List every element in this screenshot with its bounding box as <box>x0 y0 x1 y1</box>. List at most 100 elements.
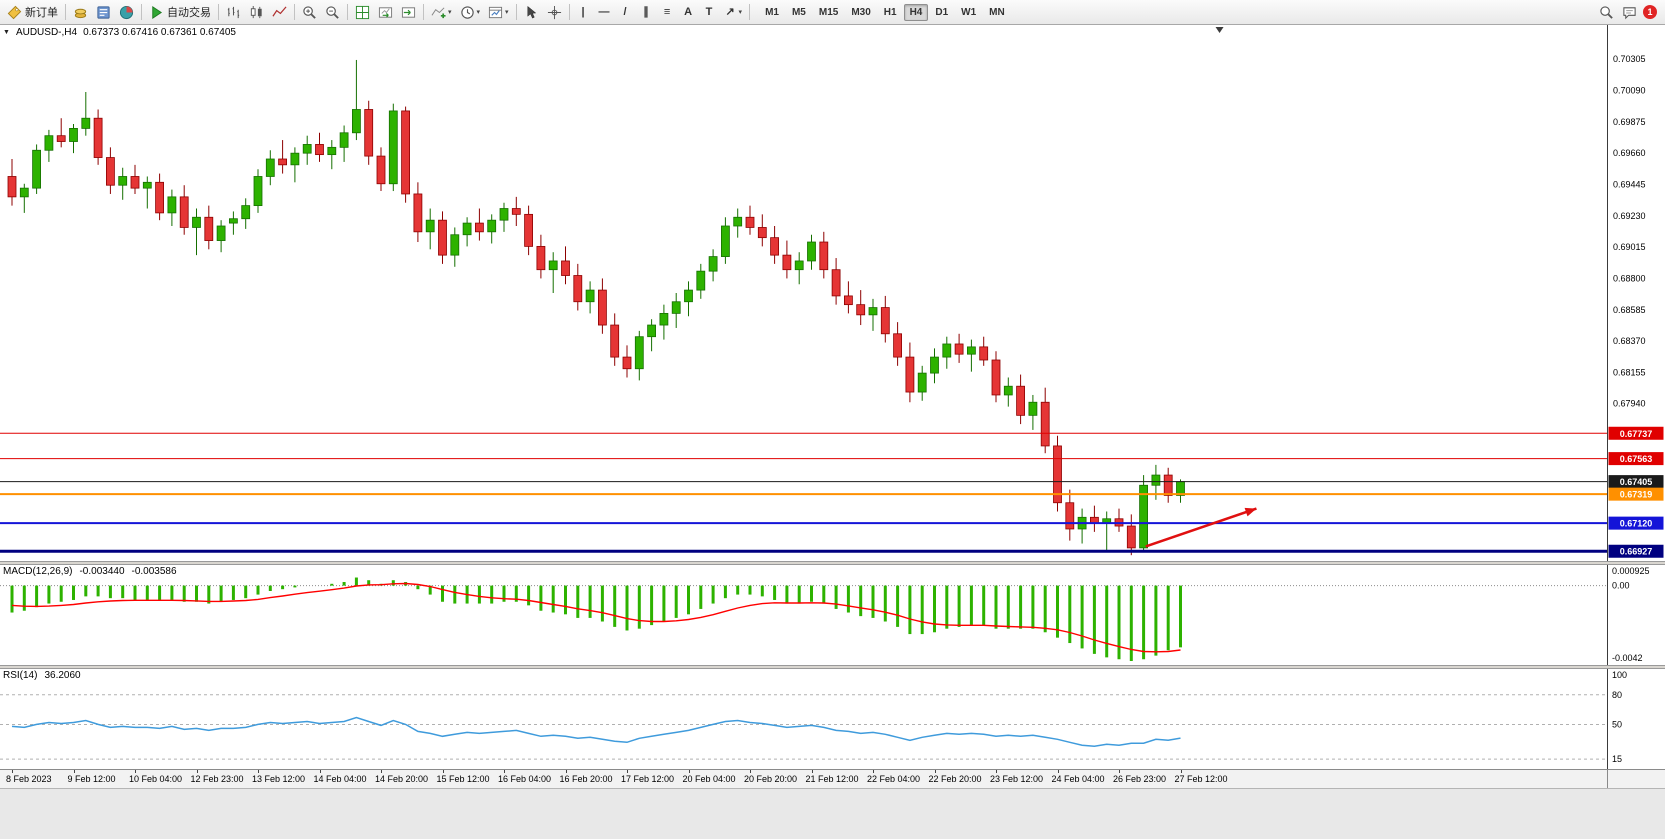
trendline-button[interactable]: / <box>615 1 636 23</box>
new-order-button[interactable]: 新订单 <box>3 1 62 23</box>
crosshair-icon <box>547 5 562 20</box>
rsi-axis: 100 80 50 15 <box>1608 669 1665 769</box>
vertical-line-button[interactable]: | <box>573 1 594 23</box>
indicators-button[interactable]: ▾ <box>427 1 456 23</box>
macd-panel[interactable]: MACD(12,26,9) -0.003440 -0.003586 <box>0 565 1608 665</box>
chat-button[interactable] <box>1618 1 1641 23</box>
fibonacci-icon: ≡ <box>663 5 671 18</box>
timeframe-button-m1[interactable]: M1 <box>765 6 779 18</box>
timeframe-button-mn[interactable]: MN <box>989 6 1005 18</box>
time-axis-tick <box>934 770 936 773</box>
price-line-label <box>1608 487 1664 501</box>
new-order-icon <box>7 5 22 20</box>
tile-windows-button[interactable] <box>351 1 374 23</box>
time-axis-tick <box>442 770 444 773</box>
macd-signal-value: -0.003586 <box>131 566 177 577</box>
chart-shift-icon <box>401 5 416 20</box>
market-watch-button[interactable] <box>92 1 115 23</box>
timeframe-button-h1[interactable]: H1 <box>883 6 897 18</box>
zoom-out-button[interactable] <box>321 1 344 23</box>
timeframe-button-d1[interactable]: D1 <box>935 6 949 18</box>
templates-button[interactable]: ▾ <box>484 1 513 23</box>
toolbar-separator <box>568 4 570 20</box>
crosshair-button[interactable] <box>543 1 566 23</box>
window-bottom-area <box>0 788 1665 839</box>
price-axis-tick: 0.69015 <box>1613 242 1646 252</box>
timeframe-button-m30[interactable]: M30 <box>851 6 871 18</box>
quote-list-icon <box>96 5 111 20</box>
toolbar-separator <box>294 4 295 20</box>
text-label-button[interactable]: T <box>699 1 720 23</box>
auto-scroll-icon <box>378 5 393 20</box>
candlestick-chart-button[interactable] <box>245 1 268 23</box>
time-axis-tick <box>873 770 874 773</box>
time-label: 10 Feb 04:00 <box>129 774 183 784</box>
candlestick-chart-icon <box>249 5 264 20</box>
timeframe-button-m15[interactable]: M15 <box>818 6 839 18</box>
axis-corner <box>1607 770 1665 788</box>
rsi-line <box>11 716 1181 747</box>
time-label: 24 Feb 04:00 <box>1051 774 1105 784</box>
notification-badge[interactable]: 1 <box>1643 5 1657 19</box>
price-axis[interactable]: 0.70305 0.70090 0.69875 0.69660 0.69445 0.692… <box>1608 25 1665 561</box>
text-button[interactable]: A <box>678 1 699 23</box>
time-axis-tick <box>12 770 13 773</box>
toolbar-separator <box>218 4 219 20</box>
macd-axis-label: 0.00 <box>1612 581 1630 591</box>
text-label-icon: T <box>705 5 713 18</box>
community-icon <box>119 5 134 20</box>
one-click-trading-toggle[interactable]: ▼ <box>3 29 10 36</box>
time-axis-tick <box>1180 770 1182 773</box>
price-line-label <box>1608 544 1664 558</box>
price-axis-tick: 0.69230 <box>1613 211 1646 221</box>
timeframe-button-w1[interactable]: W1 <box>961 6 977 18</box>
equidistant-channel-icon: ∥ <box>643 5 649 18</box>
candles <box>7 59 1185 556</box>
macd-histogram <box>10 577 1182 661</box>
line-chart-button[interactable] <box>268 1 291 23</box>
timeframe-button-h4[interactable]: H4 <box>903 3 929 21</box>
time-label: 8 Feb 2023 <box>6 774 52 784</box>
timeframe-button-m5[interactable]: M5 <box>791 6 806 18</box>
chevron-down-icon: ▾ <box>448 9 452 16</box>
time-axis-tick <box>811 770 813 773</box>
time-label: 9 Feb 12:00 <box>67 774 116 784</box>
time-label: 13 Feb 12:00 <box>252 774 306 784</box>
metaeditor-button[interactable] <box>69 1 92 23</box>
rsi-name: RSI(14) <box>3 670 38 681</box>
vertical-line-icon: | <box>581 5 585 18</box>
arrow-annotation[interactable] <box>1145 507 1257 548</box>
bar-chart-button[interactable] <box>222 1 245 23</box>
price-axis-tick: 0.67940 <box>1613 399 1646 409</box>
time-label: 14 Feb 04:00 <box>313 774 367 784</box>
community-button[interactable] <box>115 1 138 23</box>
auto-trading-button[interactable]: 自动交易 <box>145 1 215 23</box>
auto-scroll-button[interactable] <box>374 1 397 23</box>
search-button[interactable] <box>1595 1 1618 23</box>
price-line-label <box>1608 452 1664 466</box>
time-axis-tick <box>750 770 751 773</box>
template-chart-icon <box>488 5 503 20</box>
zoom-in-button[interactable] <box>298 1 321 23</box>
time-axis[interactable]: 8 Feb 2023 9 Feb 12:00 10 Feb 04:00 12 Feb … <box>0 770 1607 788</box>
new-order-label: 新订单 <box>25 7 58 19</box>
time-axis-tick <box>1119 770 1120 773</box>
macd-value: -0.003440 <box>79 566 125 577</box>
chevron-down-icon: ▾ <box>505 9 509 16</box>
macd-splitter[interactable] <box>0 561 1665 565</box>
rsi-splitter[interactable] <box>0 665 1665 669</box>
channel-button[interactable]: ∥ <box>636 1 657 23</box>
time-label: 21 Feb 12:00 <box>805 774 859 784</box>
cursor-button[interactable] <box>520 1 543 23</box>
horizontal-line-button[interactable]: — <box>594 1 615 23</box>
fibonacci-button[interactable]: ≡ <box>657 1 678 23</box>
rsi-axis-label: 80 <box>1612 690 1622 700</box>
chart-shift-button[interactable] <box>397 1 420 23</box>
time-label: 22 Feb 04:00 <box>867 774 921 784</box>
price-chart-plot[interactable]: ▼ AUDUSD-,H4 0.67373 0.67416 0.67361 0.6… <box>0 25 1608 561</box>
price-axis-tick: 0.68370 <box>1613 336 1646 346</box>
arrows-button[interactable]: ↗ ▾ <box>720 1 747 23</box>
rsi-panel[interactable]: RSI(14) 36.2060 <box>0 669 1608 769</box>
zoom-out-icon <box>325 5 340 20</box>
periods-button[interactable]: ▾ <box>456 1 485 23</box>
